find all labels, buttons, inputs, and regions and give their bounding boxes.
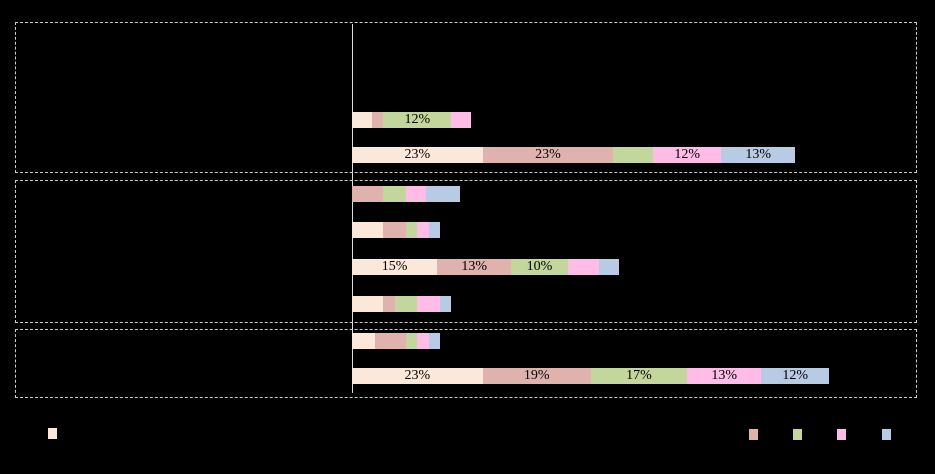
bar-segment-blue [428, 222, 441, 238]
legend-swatch-blue [882, 429, 891, 440]
segment-data-label: 19% [523, 368, 550, 383]
legend-swatch-green [793, 429, 802, 440]
segment-data-label: 10% [526, 259, 553, 274]
bar-segment-blue [599, 259, 620, 275]
bar-segment-green [405, 222, 418, 238]
bar-group2-row2 [352, 222, 441, 238]
segment-data-label: 13% [711, 368, 737, 383]
legend-swatch-rose [749, 429, 758, 440]
bar-segment-rose: 13% [437, 259, 512, 275]
segment-data-label: 17% [626, 368, 652, 383]
bar-segment-blue: 13% [721, 147, 796, 163]
bar-segment-green [383, 186, 406, 202]
segment-data-label: 13% [461, 259, 487, 274]
bar-segment-cream: 15% [352, 259, 438, 275]
bar-segment-rose [383, 222, 406, 238]
segment-data-label: 23% [404, 368, 431, 383]
bar-segment-green [405, 333, 418, 349]
segment-data-label: 23% [404, 147, 431, 162]
bar-segment-pink [567, 259, 600, 275]
segment-data-label: 12% [674, 147, 701, 162]
bar-segment-cream [352, 112, 372, 128]
bar-group2-row3: 15% 13% 10% [352, 259, 620, 275]
bar-segment-green [394, 296, 418, 312]
bar-segment-cream [352, 333, 375, 349]
bar-segment-rose [383, 296, 395, 312]
bar-segment-pink: 12% [653, 147, 722, 163]
bar-segment-green: 17% [590, 368, 688, 384]
bar-segment-cream [352, 222, 384, 238]
bar-segment-rose [352, 186, 384, 202]
bar-segment-green: 10% [511, 259, 568, 275]
bar-segment-rose: 19% [482, 368, 591, 384]
group-frame-bottom [15, 329, 917, 398]
legend-swatch-cream [48, 428, 57, 439]
segment-data-label: 23% [535, 147, 561, 162]
bar-segment-green [613, 147, 654, 163]
bar-segment-rose [371, 112, 384, 128]
segment-data-label: 12% [404, 112, 431, 127]
bar-group2-row4 [352, 296, 452, 312]
bar-group3-row2: 23% 19% 17% 13% 12% [352, 368, 830, 384]
bar-segment-pink: 13% [687, 368, 762, 384]
bar-group1-row1: 12% [352, 112, 472, 128]
segment-data-label: 12% [782, 368, 808, 383]
category-axis-line [352, 24, 353, 393]
group-frame-top [15, 22, 917, 173]
bar-group3-row1 [352, 333, 441, 349]
bar-segment-cream: 23% [352, 147, 483, 163]
bar-segment-rose: 23% [482, 147, 614, 163]
bar-segment-pink [417, 222, 429, 238]
legend-swatch-pink [837, 429, 846, 440]
bar-group2-row1 [352, 186, 460, 202]
segment-data-label: 13% [745, 147, 772, 162]
segment-data-label: 15% [381, 259, 408, 274]
bar-group1-row2: 23% 23% 12% 13% [352, 147, 796, 163]
bar-segment-blue [425, 186, 460, 202]
bar-segment-blue [428, 333, 441, 349]
bar-segment-cream: 23% [352, 368, 483, 384]
bar-segment-rose [374, 333, 406, 349]
bar-segment-cream [352, 296, 384, 312]
bar-segment-blue [440, 296, 452, 312]
bar-segment-pink [451, 112, 472, 128]
bar-segment-pink [405, 186, 426, 202]
bar-segment-blue: 12% [761, 368, 830, 384]
bar-segment-green: 12% [383, 112, 452, 128]
bar-segment-pink [417, 296, 441, 312]
group-frame-middle [15, 180, 917, 323]
bar-segment-pink [417, 333, 429, 349]
